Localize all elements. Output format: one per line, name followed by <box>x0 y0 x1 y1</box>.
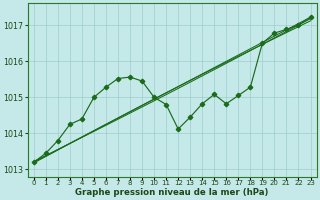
X-axis label: Graphe pression niveau de la mer (hPa): Graphe pression niveau de la mer (hPa) <box>76 188 269 197</box>
